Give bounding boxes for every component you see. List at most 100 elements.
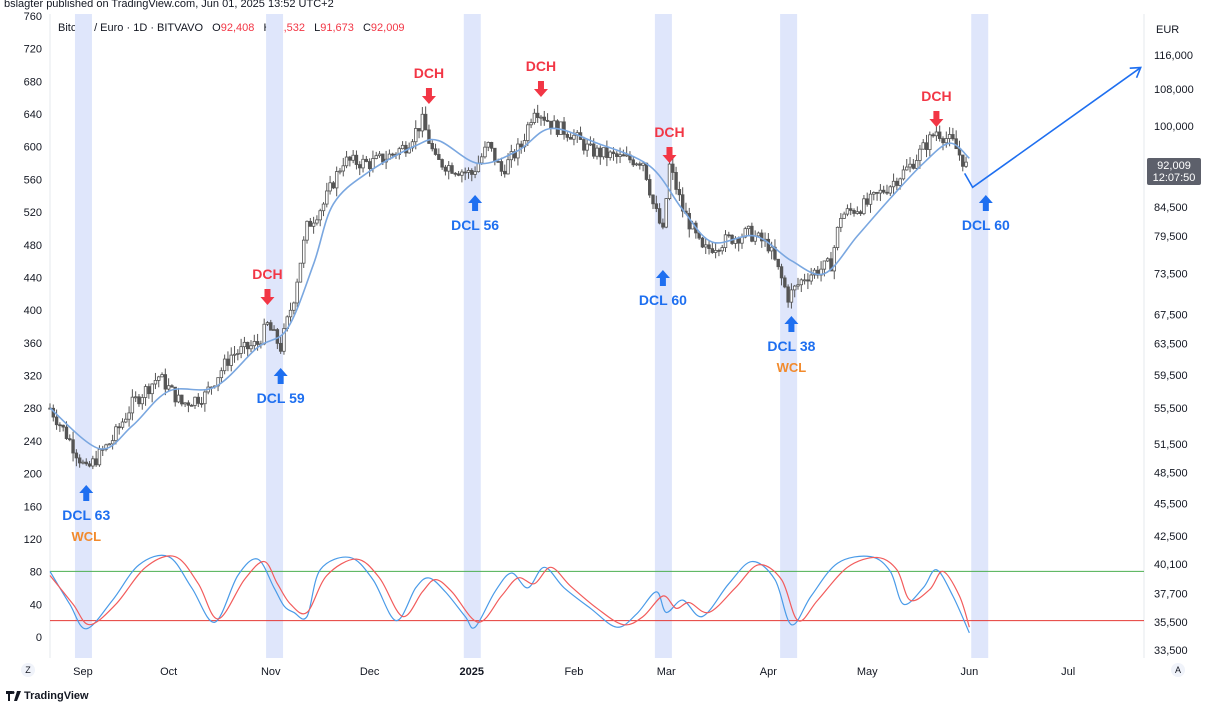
candle-body [430,143,434,150]
candle-body [447,165,451,172]
candle-body [147,386,151,395]
cycle-high-label: DCH [921,88,951,104]
x-tick-label: Apr [760,666,777,678]
candle-body [865,198,869,205]
right-tick-label: 100,000 [1154,121,1194,133]
up-arrow-icon [655,270,670,286]
candle-body [736,238,741,244]
right-tick-label: 55,500 [1154,403,1188,415]
candles [48,104,968,470]
cycle-band-4 [780,14,798,658]
x-tick-label: May [857,666,878,678]
left-tick-label: 320 [24,371,42,383]
candle-body [196,396,200,404]
candle-body [229,354,233,366]
candle-body [766,238,771,252]
candle-body [255,341,260,345]
candle-body [588,143,593,146]
candle-body [417,128,421,132]
candle-body [901,169,906,180]
candle-body [862,198,866,215]
candle-body [565,133,570,138]
candle-body [479,156,484,164]
candle-body [420,113,425,132]
up-arrow-icon [468,195,483,211]
right-tick-label: 67,500 [1154,309,1188,321]
timezone-button[interactable]: Z [21,663,35,677]
left-tick-label: 480 [24,240,42,252]
candle-body [275,329,280,344]
candle-body [453,172,458,175]
cycle-band-3 [654,14,672,658]
candle-body [786,286,790,303]
candle-body [127,412,131,420]
axes: 7607206806406005605204804404003603202802… [24,11,1194,678]
tradingview-logo: TradingView [6,690,89,702]
candle-body [334,171,339,189]
candle-body [338,170,342,173]
candle-body [674,172,678,190]
candle-body [180,394,184,405]
candle-body [592,143,596,157]
oscillator-line-1 [49,555,970,628]
candle-body [595,147,599,157]
candle-body [331,182,336,189]
up-arrow-icon [784,316,799,332]
up-arrow-icon [978,195,993,211]
candle-body [117,426,121,429]
candle-body [634,163,639,166]
candle-body [789,289,794,303]
candle-body [486,141,490,148]
auto-scale-button[interactable]: A [1171,663,1185,677]
cycle-high-label: DCH [252,266,282,282]
candle-body [470,169,474,175]
close-label: C [362,22,371,34]
candle-body [941,138,945,144]
candle-body [921,142,925,150]
candle-body [374,155,378,159]
left-tick-label: 360 [24,338,42,350]
candle-body [855,211,860,214]
candle-body [700,237,705,248]
low-label: L [314,22,321,34]
candle-body [61,424,65,428]
down-arrow-icon [662,147,677,163]
candle-body [460,171,464,176]
candle-body [120,421,125,428]
candle-body [91,458,95,467]
candle-body [68,438,72,441]
candle-body [252,341,257,347]
candle-body [661,222,665,228]
right-tick-label: 59,500 [1154,370,1188,382]
candle-body [809,274,813,282]
right-tick-label: 51,500 [1154,439,1188,451]
down-arrow-icon [929,111,944,127]
candle-body [891,180,896,188]
candle-body [262,323,266,345]
candle-body [717,250,721,252]
x-tick-label: Mar [657,666,676,678]
candle-body [325,190,329,205]
candle-body [961,154,965,167]
left-tick-label: 40 [30,599,42,611]
candle-body [166,385,171,390]
candle-body [157,376,161,381]
candle-body [173,386,177,403]
candle-body [657,208,662,224]
candle-body [585,143,589,151]
candle-body [631,159,635,166]
candle-body [483,146,487,158]
candle-body [423,113,428,131]
candle-body [908,163,912,168]
candle-body [107,443,112,446]
candle-body [344,156,349,167]
right-tick-label: 116,000 [1154,50,1193,62]
candle-body [364,158,369,162]
candle-body [381,153,385,163]
candle-body [282,328,286,352]
price-tag-timer: 12:07:50 [1153,172,1196,184]
candle-body [97,448,102,466]
candle-body [947,134,952,139]
